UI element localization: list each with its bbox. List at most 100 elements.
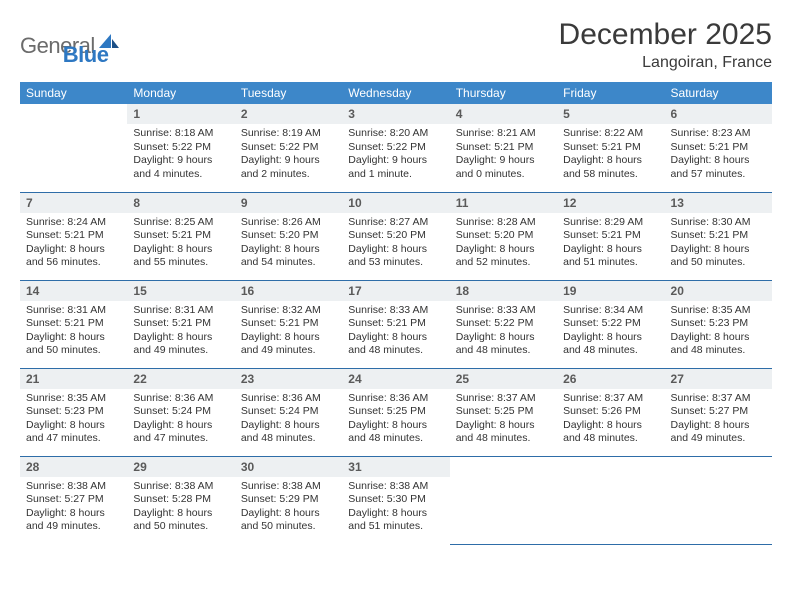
sunrise-line: Sunrise: 8:36 AM [241, 392, 336, 406]
day-number: 26 [557, 369, 664, 389]
day-number: 2 [235, 104, 342, 124]
sunset-line: Sunset: 5:21 PM [241, 317, 336, 331]
logo-text-blue: Blue [63, 42, 109, 68]
calendar-cell: 4Sunrise: 8:21 AMSunset: 5:21 PMDaylight… [450, 104, 557, 192]
day-details: Sunrise: 8:23 AMSunset: 5:21 PMDaylight:… [665, 124, 772, 186]
day-number: 9 [235, 193, 342, 213]
sunset-line: Sunset: 5:22 PM [133, 141, 228, 155]
day-number: 14 [20, 281, 127, 301]
day-number: 6 [665, 104, 772, 124]
sunset-line: Sunset: 5:22 PM [456, 317, 551, 331]
sunset-line: Sunset: 5:20 PM [348, 229, 443, 243]
daylight-line: Daylight: 8 hours and 57 minutes. [671, 154, 766, 181]
sunrise-line: Sunrise: 8:37 AM [456, 392, 551, 406]
sunset-line: Sunset: 5:21 PM [133, 229, 228, 243]
calendar-cell [450, 456, 557, 544]
calendar-cell: 25Sunrise: 8:37 AMSunset: 5:25 PMDayligh… [450, 368, 557, 456]
day-number: 25 [450, 369, 557, 389]
calendar-week-row: 1Sunrise: 8:18 AMSunset: 5:22 PMDaylight… [20, 104, 772, 192]
daylight-line: Daylight: 8 hours and 48 minutes. [563, 419, 658, 446]
day-details: Sunrise: 8:38 AMSunset: 5:28 PMDaylight:… [127, 477, 234, 539]
daylight-line: Daylight: 8 hours and 48 minutes. [456, 331, 551, 358]
day-number: 20 [665, 281, 772, 301]
day-number: 19 [557, 281, 664, 301]
day-number: 28 [20, 457, 127, 477]
day-number: 5 [557, 104, 664, 124]
daylight-line: Daylight: 8 hours and 49 minutes. [671, 419, 766, 446]
sunset-line: Sunset: 5:21 PM [26, 229, 121, 243]
calendar-cell: 18Sunrise: 8:33 AMSunset: 5:22 PMDayligh… [450, 280, 557, 368]
daylight-line: Daylight: 8 hours and 48 minutes. [456, 419, 551, 446]
sunset-line: Sunset: 5:21 PM [563, 141, 658, 155]
day-number: 16 [235, 281, 342, 301]
weekday-thursday: Thursday [450, 82, 557, 104]
day-number: 21 [20, 369, 127, 389]
day-number: 29 [127, 457, 234, 477]
day-number: 22 [127, 369, 234, 389]
sunset-line: Sunset: 5:20 PM [241, 229, 336, 243]
day-details: Sunrise: 8:28 AMSunset: 5:20 PMDaylight:… [450, 213, 557, 275]
calendar-cell: 12Sunrise: 8:29 AMSunset: 5:21 PMDayligh… [557, 192, 664, 280]
calendar-cell: 24Sunrise: 8:36 AMSunset: 5:25 PMDayligh… [342, 368, 449, 456]
calendar-week-row: 21Sunrise: 8:35 AMSunset: 5:23 PMDayligh… [20, 368, 772, 456]
daylight-line: Daylight: 8 hours and 54 minutes. [241, 243, 336, 270]
daylight-line: Daylight: 8 hours and 47 minutes. [133, 419, 228, 446]
sunrise-line: Sunrise: 8:36 AM [348, 392, 443, 406]
sunset-line: Sunset: 5:21 PM [671, 141, 766, 155]
calendar-cell: 5Sunrise: 8:22 AMSunset: 5:21 PMDaylight… [557, 104, 664, 192]
calendar-cell: 31Sunrise: 8:38 AMSunset: 5:30 PMDayligh… [342, 456, 449, 544]
sunset-line: Sunset: 5:22 PM [563, 317, 658, 331]
sunset-line: Sunset: 5:21 PM [456, 141, 551, 155]
calendar-cell: 20Sunrise: 8:35 AMSunset: 5:23 PMDayligh… [665, 280, 772, 368]
weekday-monday: Monday [127, 82, 234, 104]
calendar-cell: 21Sunrise: 8:35 AMSunset: 5:23 PMDayligh… [20, 368, 127, 456]
day-details: Sunrise: 8:21 AMSunset: 5:21 PMDaylight:… [450, 124, 557, 186]
location: Langoiran, France [559, 54, 772, 72]
calendar-cell: 27Sunrise: 8:37 AMSunset: 5:27 PMDayligh… [665, 368, 772, 456]
daylight-line: Daylight: 8 hours and 50 minutes. [26, 331, 121, 358]
day-details: Sunrise: 8:37 AMSunset: 5:25 PMDaylight:… [450, 389, 557, 451]
sunset-line: Sunset: 5:21 PM [671, 229, 766, 243]
calendar-cell: 29Sunrise: 8:38 AMSunset: 5:28 PMDayligh… [127, 456, 234, 544]
calendar-cell [665, 456, 772, 544]
daylight-line: Daylight: 8 hours and 51 minutes. [348, 507, 443, 534]
calendar-cell: 16Sunrise: 8:32 AMSunset: 5:21 PMDayligh… [235, 280, 342, 368]
day-number: 4 [450, 104, 557, 124]
sunset-line: Sunset: 5:21 PM [348, 317, 443, 331]
sunrise-line: Sunrise: 8:38 AM [241, 480, 336, 494]
sunrise-line: Sunrise: 8:21 AM [456, 127, 551, 141]
day-details: Sunrise: 8:31 AMSunset: 5:21 PMDaylight:… [127, 301, 234, 363]
sunrise-line: Sunrise: 8:25 AM [133, 216, 228, 230]
daylight-line: Daylight: 8 hours and 49 minutes. [241, 331, 336, 358]
day-number: 31 [342, 457, 449, 477]
day-details: Sunrise: 8:36 AMSunset: 5:25 PMDaylight:… [342, 389, 449, 451]
day-number: 17 [342, 281, 449, 301]
sunrise-line: Sunrise: 8:38 AM [26, 480, 121, 494]
day-details: Sunrise: 8:19 AMSunset: 5:22 PMDaylight:… [235, 124, 342, 186]
day-details: Sunrise: 8:37 AMSunset: 5:27 PMDaylight:… [665, 389, 772, 451]
calendar-cell: 6Sunrise: 8:23 AMSunset: 5:21 PMDaylight… [665, 104, 772, 192]
sunrise-line: Sunrise: 8:29 AM [563, 216, 658, 230]
day-details: Sunrise: 8:31 AMSunset: 5:21 PMDaylight:… [20, 301, 127, 363]
sunset-line: Sunset: 5:22 PM [348, 141, 443, 155]
day-number: 18 [450, 281, 557, 301]
calendar-cell: 10Sunrise: 8:27 AMSunset: 5:20 PMDayligh… [342, 192, 449, 280]
sunset-line: Sunset: 5:23 PM [671, 317, 766, 331]
day-details: Sunrise: 8:35 AMSunset: 5:23 PMDaylight:… [665, 301, 772, 363]
sunset-line: Sunset: 5:30 PM [348, 493, 443, 507]
day-details: Sunrise: 8:27 AMSunset: 5:20 PMDaylight:… [342, 213, 449, 275]
day-details: Sunrise: 8:36 AMSunset: 5:24 PMDaylight:… [127, 389, 234, 451]
weekday-tuesday: Tuesday [235, 82, 342, 104]
sunrise-line: Sunrise: 8:35 AM [671, 304, 766, 318]
day-details: Sunrise: 8:38 AMSunset: 5:27 PMDaylight:… [20, 477, 127, 539]
day-details: Sunrise: 8:26 AMSunset: 5:20 PMDaylight:… [235, 213, 342, 275]
day-number: 7 [20, 193, 127, 213]
daylight-line: Daylight: 8 hours and 48 minutes. [671, 331, 766, 358]
sunset-line: Sunset: 5:27 PM [26, 493, 121, 507]
calendar-week-row: 14Sunrise: 8:31 AMSunset: 5:21 PMDayligh… [20, 280, 772, 368]
sunset-line: Sunset: 5:23 PM [26, 405, 121, 419]
sunset-line: Sunset: 5:27 PM [671, 405, 766, 419]
sunset-line: Sunset: 5:25 PM [348, 405, 443, 419]
calendar-week-row: 7Sunrise: 8:24 AMSunset: 5:21 PMDaylight… [20, 192, 772, 280]
day-details: Sunrise: 8:22 AMSunset: 5:21 PMDaylight:… [557, 124, 664, 186]
